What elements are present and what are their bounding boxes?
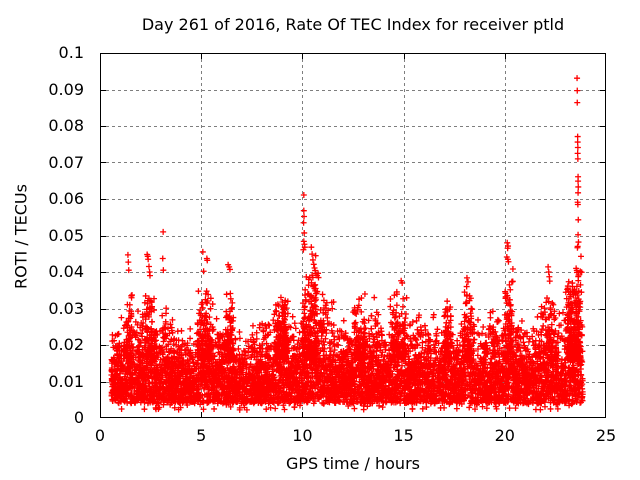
- x-tick-label: 10: [292, 426, 313, 445]
- y-tick-label: 0.03: [48, 298, 84, 318]
- x-tick-label: 5: [196, 426, 207, 445]
- x-tick-label: 15: [393, 426, 414, 445]
- x-tick-label: 20: [494, 426, 515, 445]
- x-axis-label: GPS time / hours: [286, 454, 420, 473]
- y-tick-label: 0.01: [48, 371, 84, 391]
- y-tick-label: 0.02: [48, 335, 84, 354]
- plot-area: [100, 53, 606, 418]
- x-tick-label: 0: [94, 426, 106, 445]
- x-tick-label: 25: [595, 426, 617, 445]
- y-tick-label: 0.07: [48, 152, 84, 172]
- y-tick-label: 0.08: [48, 116, 84, 135]
- y-tick-label: 0.06: [48, 189, 84, 208]
- y-tick-label: 0: [73, 408, 84, 427]
- chart-title: Day 261 of 2016, Rate Of TEC Index for r…: [141, 15, 565, 34]
- y-tick-label: 0.1: [58, 43, 84, 62]
- y-tick-label: 0.05: [48, 225, 84, 245]
- y-tick-label: 0.04: [48, 262, 84, 281]
- y-tick-label: 0.09: [48, 79, 84, 99]
